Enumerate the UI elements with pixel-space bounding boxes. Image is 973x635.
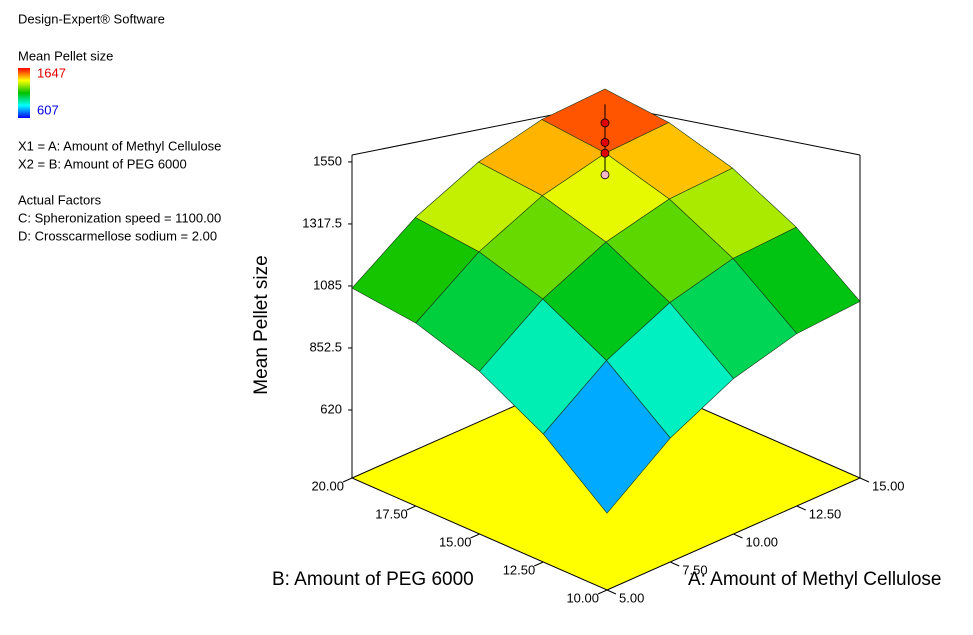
- z-tick-label: 852.5: [309, 339, 342, 354]
- x-tick-label: 7.50: [682, 562, 707, 577]
- software-label: Design-Expert® Software: [18, 11, 165, 26]
- x-tick: [859, 477, 870, 483]
- y-tick-label: 17.50: [375, 506, 408, 521]
- z-tick-label: 1085: [313, 277, 342, 292]
- y-tick: [597, 589, 608, 595]
- x-tick: [733, 533, 743, 539]
- y-tick-label: 20.00: [311, 478, 344, 493]
- z-tick-label: 620: [320, 401, 342, 416]
- x-tick-label: 12.50: [809, 506, 842, 521]
- factor-def: X2 = B: Amount of PEG 6000: [18, 156, 187, 171]
- z-axis-title: Mean Pellet size: [251, 255, 272, 394]
- y-tick: [406, 505, 416, 511]
- color-max: 1647: [37, 65, 66, 80]
- actual-factor: C: Spheronization speed = 1100.00: [18, 210, 221, 225]
- x-tick: [670, 561, 680, 567]
- y-tick-label: 15.00: [439, 534, 472, 549]
- design-point: [600, 148, 610, 158]
- design-point: [600, 170, 610, 180]
- x-tick-label: 15.00: [872, 478, 905, 493]
- x-tick-label: 10.00: [746, 534, 779, 549]
- x-tick: [606, 589, 617, 595]
- design-point: [600, 137, 610, 147]
- y-tick: [534, 561, 544, 567]
- z-tick-label: 1317.5: [302, 215, 342, 230]
- y-tick: [470, 533, 480, 539]
- y-tick-label: 10.00: [566, 590, 599, 605]
- color-bar: [18, 68, 30, 118]
- x-axis-title: A: Amount of Methyl Cellulose: [688, 569, 941, 590]
- x-tick: [796, 505, 806, 511]
- actual-factor: D: Crosscarmellose sodium = 2.00: [18, 228, 217, 243]
- design-point: [600, 118, 610, 128]
- z-tick-label: 1550: [313, 153, 342, 168]
- y-tick-label: 12.50: [503, 562, 536, 577]
- plot: 620 852.5 1085 1317.5 1550 5.00 7.50 10.00 12.50…: [302, 88, 905, 605]
- y-tick: [342, 477, 353, 483]
- actual-factors-title: Actual Factors: [18, 192, 102, 207]
- y-axis-title: B: Amount of PEG 6000: [272, 569, 474, 590]
- x-tick-label: 5.00: [619, 590, 644, 605]
- color-min: 607: [37, 102, 59, 117]
- legend-title: Mean Pellet size: [18, 48, 113, 63]
- surface-patch: [542, 360, 671, 514]
- factor-def: X1 = A: Amount of Methyl Cellulose: [18, 138, 221, 153]
